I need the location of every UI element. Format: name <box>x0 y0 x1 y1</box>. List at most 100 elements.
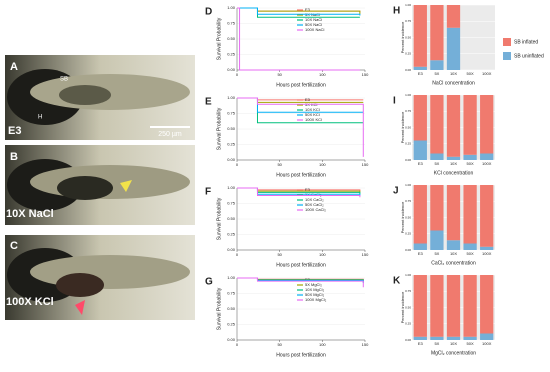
bar-segment <box>480 275 494 334</box>
y-tick-label: 1.00 <box>405 183 411 187</box>
bar-segment <box>463 275 477 337</box>
y-tick-label: 0.25 <box>227 142 236 147</box>
legend-swatch <box>503 38 511 46</box>
y-tick-label: 1.00 <box>405 3 411 7</box>
y-axis-label: Survival Probability <box>216 107 222 150</box>
x-tick-label: 0 <box>236 252 239 257</box>
bar-segment <box>480 153 494 160</box>
y-tick-label: 0.00 <box>405 68 411 72</box>
y-tick-label: 0.75 <box>405 199 411 203</box>
x-tick-label: 10X <box>450 161 457 166</box>
bar-segment <box>413 5 427 67</box>
y-axis-label: Survival Probability <box>216 17 222 60</box>
x-axis-label: CaCl₂ concentration <box>431 260 476 266</box>
bar-segment <box>446 336 461 340</box>
y-tick-label: 1.00 <box>405 273 411 277</box>
bar-segment <box>446 27 461 70</box>
bar-segment <box>413 185 427 244</box>
bar-segment <box>480 333 494 340</box>
y-tick-label: 0.25 <box>227 52 236 57</box>
bar-segment <box>413 243 427 250</box>
x-tick-label: 10X <box>450 251 457 256</box>
legend-label: E3 <box>305 7 311 12</box>
y-tick-label: 0.25 <box>405 52 411 56</box>
x-tick-label: 100 <box>319 342 326 347</box>
x-tick-label: 50X <box>467 251 474 256</box>
panel-label: G <box>205 277 213 288</box>
y-tick-label: 0.25 <box>405 322 411 326</box>
x-tick-label: 100X <box>482 341 492 346</box>
panel-label: I <box>393 96 396 107</box>
x-tick-label: E3 <box>418 71 424 76</box>
bar-segment <box>430 230 444 250</box>
legend-label: 50X NaCl <box>305 22 322 27</box>
y-tick-label: 0.25 <box>405 142 411 146</box>
y-tick-label: 0.50 <box>227 36 236 41</box>
x-tick-label: 10X <box>450 71 457 76</box>
x-tick-label: 5X <box>434 251 439 256</box>
y-axis-label: Percent incidence <box>400 201 405 234</box>
y-tick-label: 0.50 <box>405 35 411 39</box>
panel-label: K <box>393 276 401 287</box>
x-tick-label: 0 <box>236 162 239 167</box>
y-tick-label: 0.75 <box>227 291 236 296</box>
x-tick-label: 0 <box>236 342 239 347</box>
x-tick-label: 5X <box>434 161 439 166</box>
bar-segment <box>446 5 461 28</box>
legend-label: 100X CaCl₂ <box>305 207 326 212</box>
survival-line <box>237 7 360 71</box>
y-tick-label: 0.50 <box>227 126 236 131</box>
x-tick-label: 50X <box>467 341 474 346</box>
x-tick-label: 150 <box>362 342 369 347</box>
bar-segment <box>463 95 477 155</box>
y-axis-label: Percent incidence <box>400 291 405 324</box>
panel-label: A <box>10 61 18 73</box>
bar-segment <box>413 95 427 141</box>
x-tick-label: 100X <box>482 161 492 166</box>
x-axis-label: NaCl concentration <box>432 80 475 86</box>
y-tick-label: 0.25 <box>405 232 411 236</box>
x-axis-label: Hours post fertilization <box>276 82 326 88</box>
bar-segment <box>430 95 444 154</box>
y-tick-label: 0.00 <box>405 248 411 252</box>
x-tick-label: 100 <box>319 252 326 257</box>
y-tick-label: 0.75 <box>227 201 236 206</box>
x-tick-label: 150 <box>362 252 369 257</box>
photo-c <box>5 235 195 320</box>
bar-segment <box>463 185 477 244</box>
y-tick-label: 0.00 <box>405 158 411 162</box>
y-tick-label: 0.75 <box>405 109 411 113</box>
survival-line <box>237 7 360 18</box>
y-tick-label: 0.00 <box>227 247 236 252</box>
photo-label: 10X NaCl <box>6 208 54 220</box>
bar-segment <box>413 336 427 340</box>
bar-segment <box>413 275 427 337</box>
y-tick-label: 0.25 <box>227 232 236 237</box>
bar-segment <box>430 5 444 61</box>
legend-swatch <box>503 52 511 60</box>
photo-b <box>5 145 195 225</box>
y-tick-label: 0.25 <box>227 322 236 327</box>
legend-label: SB uninflated <box>514 53 544 59</box>
x-tick-label: 100 <box>319 72 326 77</box>
survival-line <box>237 97 364 157</box>
x-tick-label: E3 <box>418 161 424 166</box>
legend-label: 100X NaCl <box>305 27 324 32</box>
bar-segment <box>480 95 494 154</box>
legend-label: SB inflated <box>514 39 538 45</box>
x-axis-label: Hours post fertilization <box>276 352 326 358</box>
y-tick-label: 1.00 <box>227 95 236 100</box>
x-axis-label: Hours post fertilization <box>276 172 326 178</box>
bar-segment <box>463 154 477 160</box>
bar-segment <box>463 243 477 250</box>
survival-line <box>237 277 364 288</box>
bar-segment <box>463 336 477 340</box>
y-tick-label: 0.00 <box>227 157 236 162</box>
legend-label: 100X MgCl₂ <box>305 297 327 302</box>
survival-line <box>237 7 361 16</box>
bar-segment <box>430 275 444 337</box>
y-tick-label: 0.50 <box>405 215 411 219</box>
bar-segment <box>446 95 461 157</box>
photo-label: E3 <box>8 125 21 137</box>
